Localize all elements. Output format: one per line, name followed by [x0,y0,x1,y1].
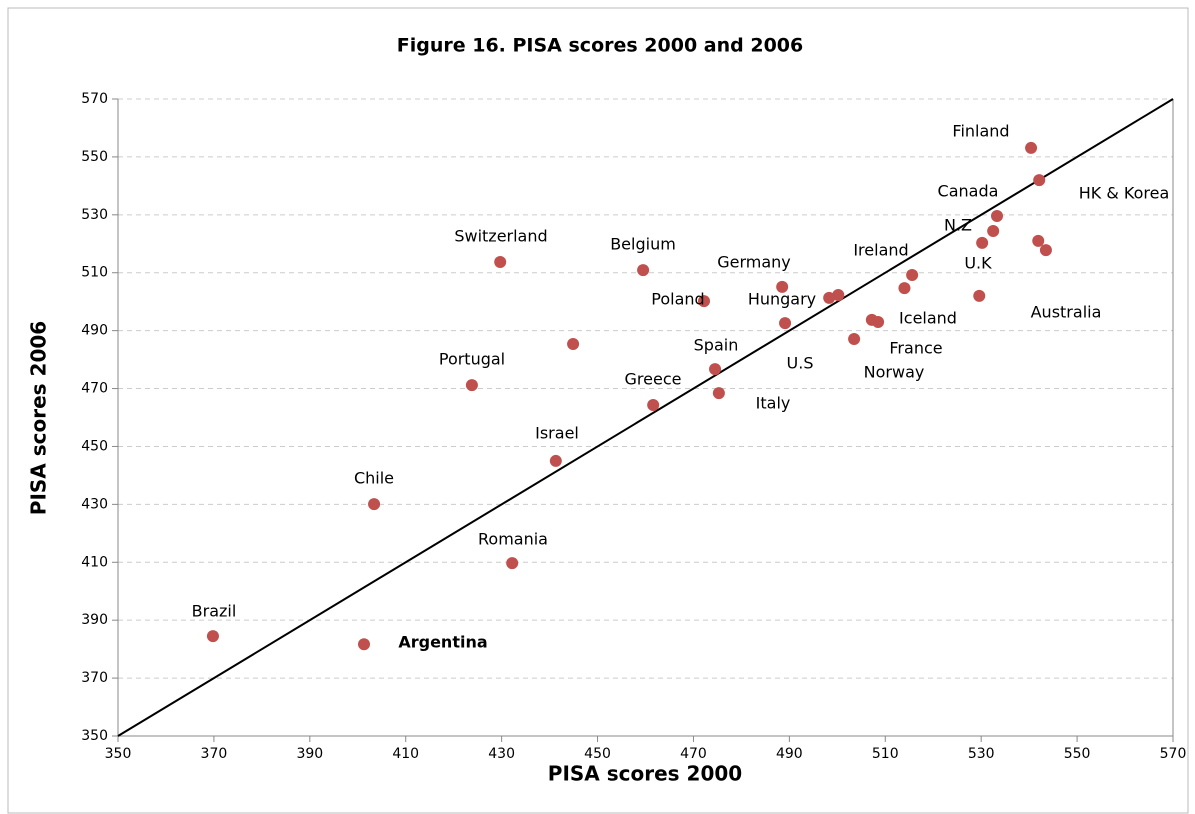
x-axis-label: PISA scores 2000 [548,762,742,786]
point [898,282,911,295]
annotation: Germany [717,253,791,272]
annotation: Belgium [610,235,676,254]
point [779,317,792,330]
point [991,209,1004,222]
point [1033,174,1046,187]
point [206,630,219,643]
x-tick-label: 530 [968,746,995,762]
annotation: Switzerland [454,227,547,246]
x-tick-label: 410 [392,746,419,762]
point [647,399,660,412]
y-tick-label: 570 [81,91,108,107]
point [637,264,650,277]
x-tick-label: 470 [680,746,707,762]
annotation: Greece [625,370,682,389]
x-tick-label: 430 [488,746,515,762]
annotation: Argentina [398,633,487,652]
y-tick-label: 510 [81,265,108,281]
x-tick-label: 390 [296,746,323,762]
point [709,363,722,376]
point [358,638,371,651]
annotation: U.K [964,254,992,273]
annotation: Israel [535,424,579,443]
point [848,333,861,346]
point [1025,141,1038,154]
point [465,379,478,392]
annotation: Hungary [748,290,816,309]
x-tick-label: 350 [105,746,132,762]
point [1039,244,1052,257]
annotation: Iceland [899,309,957,328]
point [776,280,789,293]
annotation: Canada [938,182,999,201]
y-tick-label: 490 [81,323,108,339]
x-tick-label: 510 [872,746,899,762]
annotation: Poland [651,290,704,309]
annotation: France [889,339,942,358]
point [973,289,986,302]
annotation: N.Z [944,216,972,235]
point [823,291,836,304]
x-tick-label: 550 [1064,746,1091,762]
y-tick-label: 410 [81,554,108,570]
point [1032,234,1045,247]
y-tick-label: 350 [81,728,108,744]
annotation: Norway [864,363,925,382]
x-tick-label: 490 [776,746,803,762]
point [987,225,1000,238]
point [832,289,845,302]
point [976,236,989,249]
x-tick-label: 570 [1160,746,1187,762]
annotation: U.S [787,354,814,373]
point [698,295,711,308]
annotation: HK & Korea [1079,184,1170,203]
point [368,498,381,511]
point [906,269,919,282]
y-axis-label: PISA scores 2006 [27,321,51,515]
annotation: Spain [694,336,739,355]
y-tick-label: 390 [81,612,108,628]
point [494,256,507,269]
annotation: Portugal [439,350,505,369]
chart-title: Figure 16. PISA scores 2000 and 2006 [397,35,804,57]
point [567,337,580,350]
chart-frame [7,7,1189,814]
y-tick-label: 430 [81,496,108,512]
annotation: Italy [756,394,791,413]
annotation: Australia [1031,303,1102,322]
x-tick-label: 450 [584,746,611,762]
point [712,387,725,400]
point [506,557,519,570]
annotation: Romania [478,530,548,549]
y-tick-label: 530 [81,207,108,223]
annotation: Brazil [192,602,237,621]
y-tick-label: 450 [81,438,108,454]
y-tick-label: 550 [81,149,108,165]
annotation: Finland [952,122,1009,141]
point [872,315,885,328]
y-tick-label: 470 [81,381,108,397]
y-tick-label: 370 [81,670,108,686]
point [549,454,562,467]
annotation: Ireland [853,241,908,260]
annotation: Chile [354,469,394,488]
reference-line [117,98,1174,737]
x-tick-label: 370 [201,746,228,762]
